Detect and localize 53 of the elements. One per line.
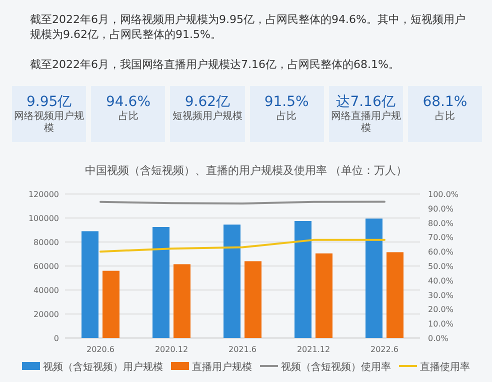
bar [224,224,240,338]
y-tick-label: 120000 [28,190,59,199]
x-tick-label: 2022.6 [370,345,398,354]
text: 9.62亿 [184,93,232,110]
x-tick-label: 2021.12 [296,345,330,354]
y-tick-label: 60000 [34,262,59,271]
y2-tick-label: 100.0% [428,190,459,199]
y2-tick-label: 60.0% [428,248,454,257]
legend-label: 视频（含短视频）使用率 [281,361,391,373]
bar [316,253,332,338]
bar [366,218,382,338]
y2-tick-label: 30.0% [428,290,454,300]
text: 网络视频用户规模 [13,111,86,135]
bar [102,270,120,338]
y2-tick-label: 20.0% [428,305,454,314]
y-tick-label: 20000 [34,310,59,319]
y2-tick-label: 10.0% [428,320,454,329]
bar [244,261,262,338]
bar [152,227,170,338]
text: 达7.16亿 [335,93,396,110]
text: 截至2022年6月，我国网络直播用户规模达7.16亿，占网民整体的68.1%。 [30,57,400,72]
y2-tick-label: 50.0% [428,262,454,271]
bar [82,231,98,338]
line-series [100,238,386,253]
y-tick-label: 40000 [34,286,59,295]
bar [386,252,404,338]
y2-tick-label: 90.0% [428,204,454,214]
legend-label: 视频（含短视频）用户规模 [43,361,163,373]
text: 占比 [117,111,140,123]
text: 占比 [276,111,298,123]
y-tick-label: 100000 [28,214,59,223]
legend-label: 直播用户规模 [192,361,252,373]
bar [174,264,190,338]
legend-label: 直播使用率 [420,361,470,373]
x-tick-label: 2020.12 [154,345,188,354]
bar [294,221,312,338]
text: 9.95亿 [26,93,73,110]
text: 截至2022年6月，网络视频用户规模为9.95亿，占网民整体的94.6%。其中，短视频用户规模为9.62亿，占网民整体的91.5%。 [30,12,466,42]
y2-tick-label: 0.0% [428,334,449,343]
x-tick-label: 2020.6 [86,345,114,354]
text: 短视频用户规模 [171,111,244,123]
text: 占比 [434,111,456,123]
text: 91.5% [263,93,310,110]
text: 网络直播用户规模 [330,111,402,135]
y2-tick-label: 80.0% [428,218,454,228]
y2-tick-label: 40.0% [428,276,454,286]
y-tick-label: 0 [54,334,59,343]
text: 94.6% [105,93,152,110]
y2-tick-label: 70.0% [428,233,454,242]
chart-title: 中国视频（含短视频）、直播的用户规模及使用率 （单位：万人） [84,164,408,177]
text: 68.1% [422,93,468,110]
x-tick-label: 2021.6 [228,345,256,354]
y-tick-label: 80000 [34,238,59,247]
